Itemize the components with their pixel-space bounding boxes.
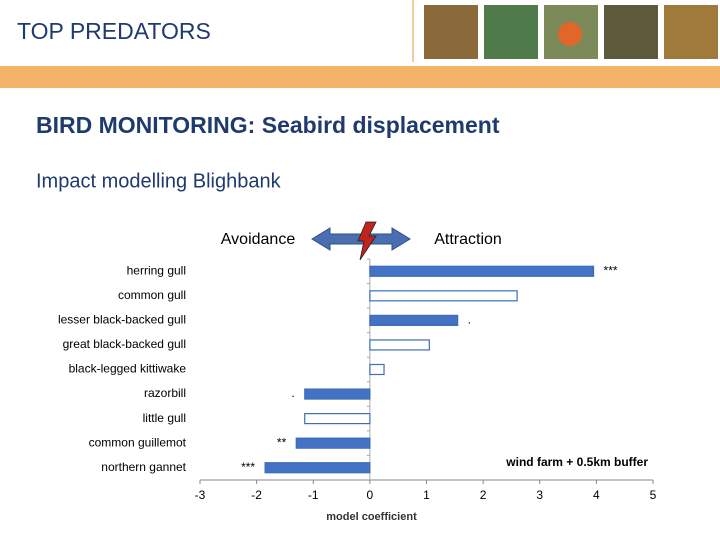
x-tick-label: 3 xyxy=(536,488,543,502)
photo xyxy=(664,5,718,59)
bar xyxy=(304,388,371,400)
bar xyxy=(264,462,371,474)
header-band xyxy=(0,66,720,88)
significance-label: *** xyxy=(604,263,618,277)
bar xyxy=(369,339,430,351)
y-tick-label: little gull xyxy=(143,411,186,425)
x-tick-label: 2 xyxy=(480,488,487,502)
photo xyxy=(604,5,658,59)
x-tick-label: 0 xyxy=(367,488,374,502)
legend-label: wind farm + 0.5km buffer xyxy=(505,455,648,469)
lightning xyxy=(357,221,377,261)
slide-title: BIRD MONITORING: Seabird displacement xyxy=(36,112,500,138)
significance-label: . xyxy=(291,386,294,400)
photo-detail xyxy=(558,22,582,46)
bar xyxy=(369,265,595,277)
bar xyxy=(304,413,371,425)
photo xyxy=(484,5,538,59)
y-tick-label: common guillemot xyxy=(89,435,187,449)
x-axis-label: model coefficient xyxy=(326,511,417,523)
bar xyxy=(369,314,459,326)
avoidance-label: Avoidance xyxy=(221,231,296,248)
x-tick-label: 1 xyxy=(423,488,430,502)
slide-subtitle: Impact modelling Blighbank xyxy=(36,170,282,192)
attraction-label: Attraction xyxy=(434,231,502,248)
x-tick-label: -3 xyxy=(195,488,206,502)
bar xyxy=(295,437,371,449)
significance-label: *** xyxy=(241,460,255,474)
x-tick-label: 4 xyxy=(593,488,600,502)
y-tick-label: razorbill xyxy=(144,386,186,400)
y-tick-label: black-legged kittiwake xyxy=(69,362,187,376)
significance-label: ** xyxy=(277,435,287,449)
header-title: TOP PREDATORS xyxy=(17,18,211,44)
x-tick-label: 5 xyxy=(650,488,657,502)
significance-label: . xyxy=(468,313,471,327)
x-tick-label: -2 xyxy=(251,488,262,502)
y-tick-label: herring gull xyxy=(127,263,186,277)
y-tick-label: great black-backed gull xyxy=(63,337,186,351)
x-tick-label: -1 xyxy=(308,488,319,502)
y-tick-label: northern gannet xyxy=(101,460,186,474)
y-tick-label: common gull xyxy=(118,288,186,302)
bar xyxy=(369,363,385,376)
y-tick-label: lesser black-backed gull xyxy=(58,313,186,327)
photo xyxy=(424,5,478,59)
bar xyxy=(369,290,518,302)
